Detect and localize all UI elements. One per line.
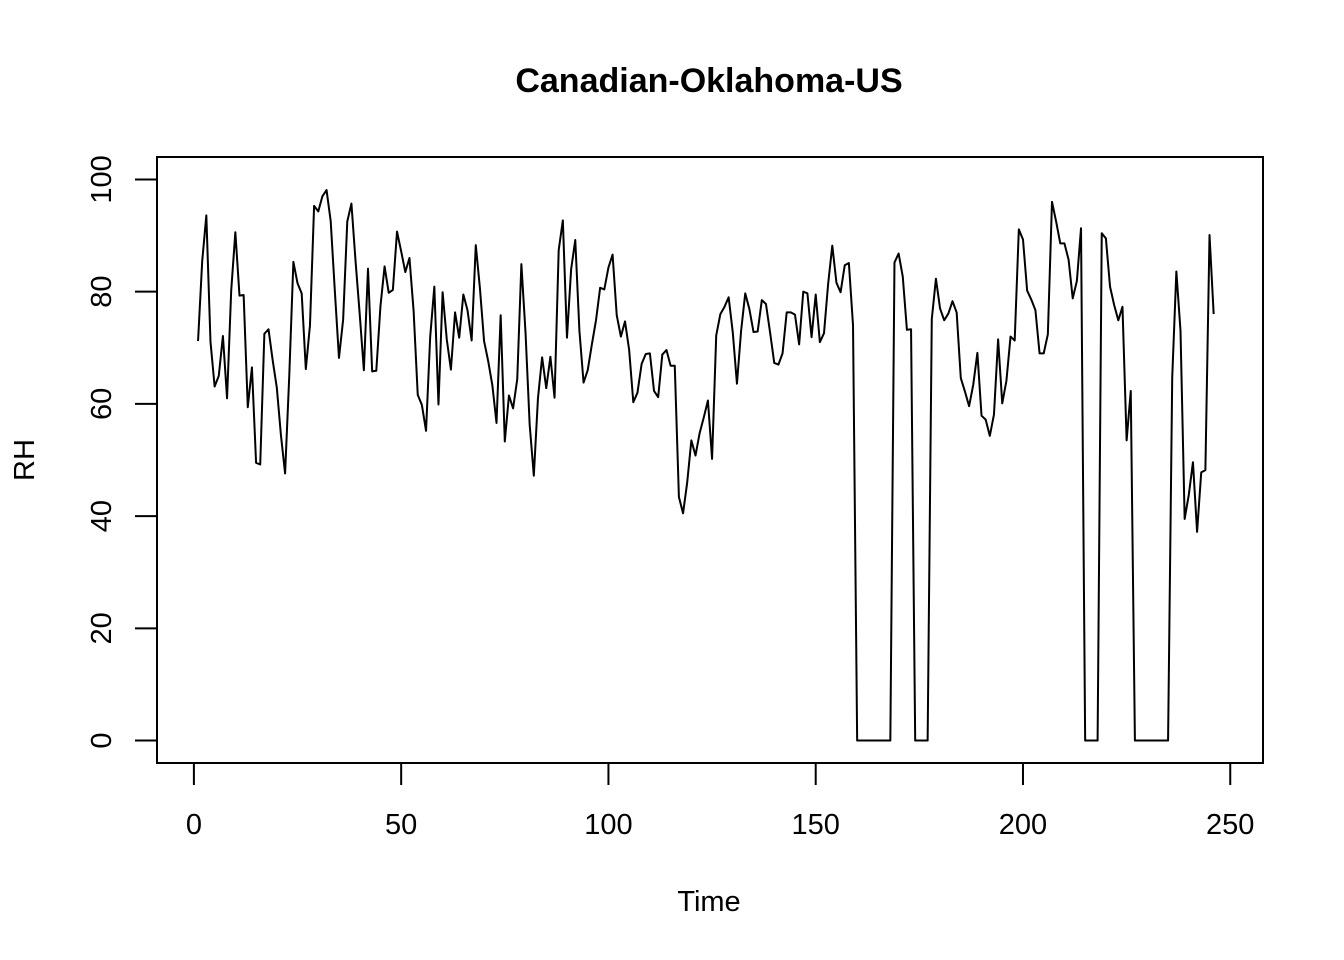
y-tick-label: 100: [86, 155, 118, 203]
x-axis-label: Time: [677, 886, 740, 918]
plot-frame: [156, 156, 1264, 764]
x-tick-label: 50: [385, 809, 417, 841]
chart-title: Canadian-Oklahoma-US: [515, 62, 902, 100]
y-tick-label: 0: [86, 732, 118, 748]
x-axis: 0 50 100 150 200 250: [186, 762, 1254, 841]
y-tick-label: 60: [86, 388, 118, 420]
x-tick-label: 250: [1206, 809, 1254, 841]
y-tick-label: 80: [86, 276, 118, 308]
x-tick-label: 100: [584, 809, 632, 841]
x-tick-label: 200: [999, 809, 1047, 841]
y-tick-label: 40: [86, 500, 118, 532]
y-axis: 0 20 40 60 80 100: [86, 155, 158, 749]
x-tick-label: 0: [186, 809, 202, 841]
y-axis-label: RH: [9, 439, 41, 481]
plot-area: [197, 189, 1215, 742]
x-tick-label: 150: [792, 809, 840, 841]
series-line: [197, 189, 1215, 742]
y-tick-label: 20: [86, 612, 118, 644]
